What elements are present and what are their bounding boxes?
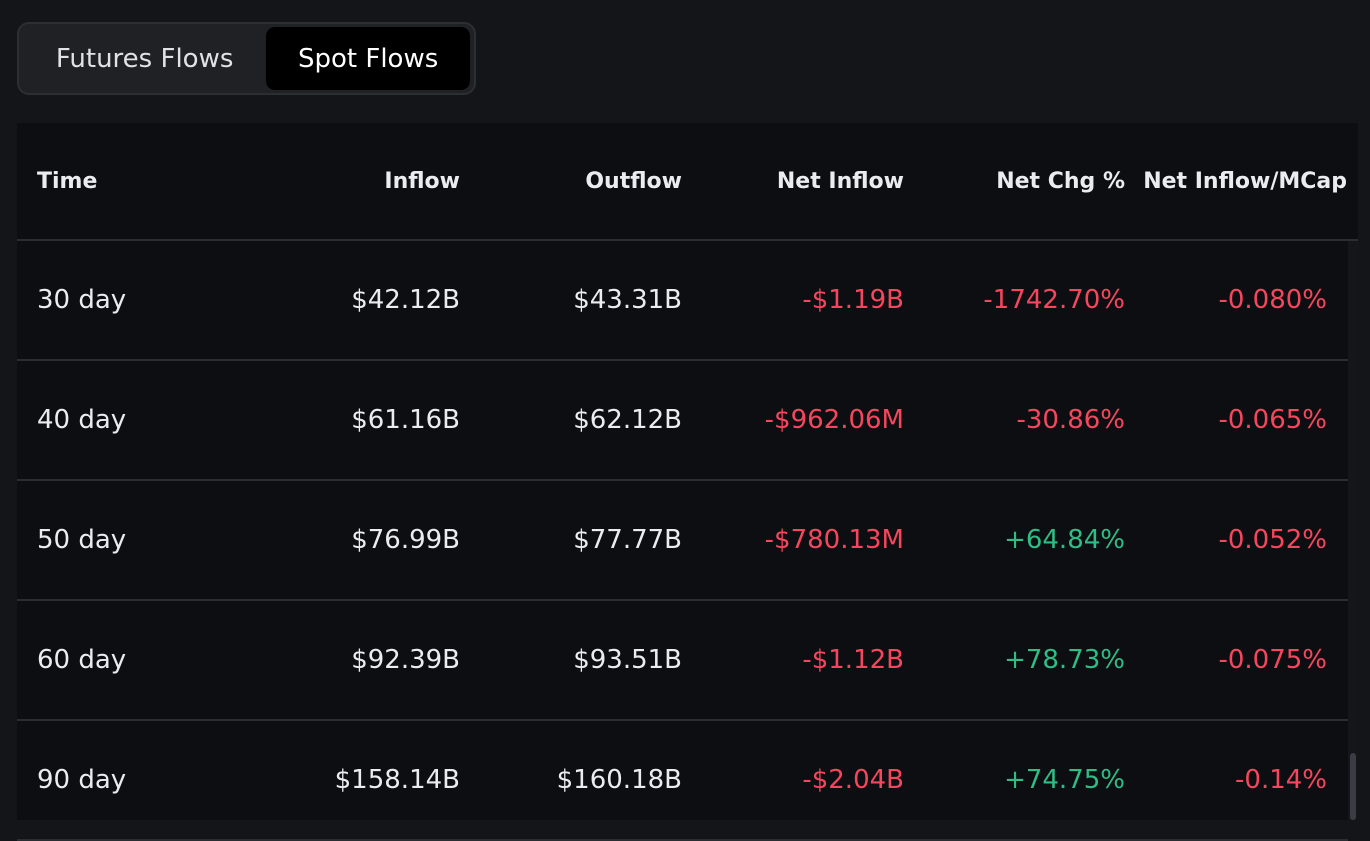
table-row[interactable]: 90 day $158.14B $160.18B -$2.04B +74.75% -0.1… — [17, 721, 1348, 841]
table-header: Time Inflow Outflow Net Inflow Net Chg %… — [17, 123, 1358, 241]
cell-net-inflow-mcap: -0.052% — [1218, 525, 1327, 555]
cell-outflow: $160.18B — [556, 765, 682, 795]
scrollbar-track[interactable] — [1348, 241, 1358, 820]
cell-net-chg: +74.75% — [1004, 765, 1125, 795]
cell-net-inflow: -$962.06M — [764, 405, 904, 435]
cell-time: 90 day — [37, 765, 127, 795]
cell-net-inflow: -$1.12B — [802, 645, 904, 675]
cell-net-inflow: -$2.04B — [802, 765, 904, 795]
scrollbar-thumb[interactable] — [1350, 753, 1356, 820]
flows-table: Time Inflow Outflow Net Inflow Net Chg %… — [17, 123, 1358, 841]
cell-net-chg: -1742.70% — [983, 285, 1125, 315]
tab-spot-flows[interactable]: Spot Flows — [266, 27, 470, 90]
cell-inflow: $92.39B — [351, 645, 460, 675]
cell-net-chg: -30.86% — [1016, 405, 1125, 435]
table-row[interactable]: 50 day $76.99B $77.77B -$780.13M +64.84% -0.0… — [17, 481, 1348, 601]
table-row[interactable]: 40 day $61.16B $62.12B -$962.06M -30.86% -0.0… — [17, 361, 1348, 481]
cell-inflow: $158.14B — [334, 765, 460, 795]
cell-net-inflow-mcap: -0.075% — [1218, 645, 1327, 675]
cell-net-inflow-mcap: -0.14% — [1235, 765, 1327, 795]
cell-outflow: $93.51B — [573, 645, 682, 675]
header-net-inflow-mcap[interactable]: Net Inflow/MCap — [1143, 168, 1347, 194]
cell-outflow: $77.77B — [573, 525, 682, 555]
cell-time: 40 day — [37, 405, 127, 435]
cell-net-chg: +64.84% — [1004, 525, 1125, 555]
header-outflow[interactable]: Outflow — [585, 168, 682, 194]
flow-type-tabs: Futures Flows Spot Flows — [17, 22, 476, 95]
cell-time: 30 day — [37, 285, 127, 315]
header-inflow[interactable]: Inflow — [384, 168, 460, 194]
header-net-inflow[interactable]: Net Inflow — [776, 168, 904, 194]
table-row[interactable]: 30 day $42.12B $43.31B -$1.19B -1742.70% -0.0… — [17, 241, 1348, 361]
header-time[interactable]: Time — [37, 168, 98, 194]
cell-inflow: $61.16B — [351, 405, 460, 435]
cell-inflow: $76.99B — [351, 525, 460, 555]
table-row[interactable]: 60 day $92.39B $93.51B -$1.12B +78.73% -0.075… — [17, 601, 1348, 721]
cell-inflow: $42.12B — [351, 285, 460, 315]
cell-outflow: $62.12B — [573, 405, 682, 435]
cell-time: 50 day — [37, 525, 127, 555]
header-net-chg[interactable]: Net Chg % — [996, 168, 1125, 194]
cell-net-inflow-mcap: -0.065% — [1218, 405, 1327, 435]
tab-futures-flows[interactable]: Futures Flows — [55, 43, 234, 74]
cell-net-chg: +78.73% — [1004, 645, 1125, 675]
cell-outflow: $43.31B — [573, 285, 682, 315]
cell-net-inflow-mcap: -0.080% — [1218, 285, 1327, 315]
cell-net-inflow: -$780.13M — [764, 525, 904, 555]
cell-time: 60 day — [37, 645, 127, 675]
cell-net-inflow: -$1.19B — [802, 285, 904, 315]
